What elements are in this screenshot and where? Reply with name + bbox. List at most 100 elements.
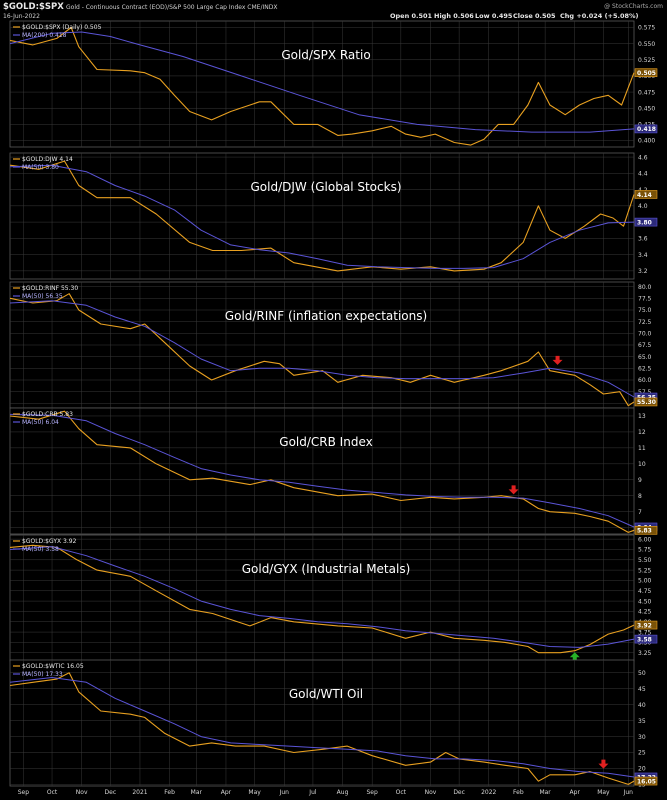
x-tick-label: May [597,789,610,796]
y-tick-label: 0.550 [638,41,655,48]
x-tick-label: Nov [425,789,437,796]
y-tick-label: 11 [638,445,646,452]
y-tick-label: 0.400 [638,138,655,145]
red-down-arrow-icon [598,759,609,769]
x-tick-label: Apr [221,789,232,796]
chart-date: 16-Jun-2022 [3,13,40,20]
price-line [9,293,635,407]
price-last-value: 55.30 [637,399,656,406]
y-tick-label: 77.5 [638,296,652,303]
y-tick-label: 4.0 [638,203,648,210]
y-tick-label: 0.475 [638,89,655,96]
y-tick-label: 12 [638,429,646,436]
y-tick-label: 7 [638,509,642,516]
y-tick-label: 10 [638,461,646,468]
x-tick-label: May [248,789,261,796]
watermark: @ StockCharts.com [604,3,663,10]
legend-entry: $GOLD:DJW 4.14 [22,156,73,163]
y-tick-label: 67.5 [638,342,652,349]
x-tick-label: Oct [396,789,407,796]
y-tick-label: 25 [638,750,646,757]
y-tick-label: 70.0 [638,331,652,338]
legend-entry: $GOLD:$SPX (Daily) 0.505 [22,24,102,31]
panel-title: Gold/RINF (inflation expectations) [225,309,427,323]
panel-frame [9,407,635,535]
price-last-value: 16.05 [637,778,656,785]
panel-frame [9,20,635,148]
y-tick-label: 30 [638,734,646,741]
chart-panel-2: 4.64.44.24.03.83.63.43.2$GOLD:DJW 4.14MA… [9,152,658,280]
x-tick-label: Mar [539,789,551,796]
x-tick-label: Oct [47,789,58,796]
chart-panel-5: 6.005.755.505.255.004.754.504.254.003.75… [9,534,658,662]
price-last-value: 4.14 [637,192,652,199]
y-tick-label: 4.50 [638,598,652,605]
y-tick-label: 75.0 [638,307,652,314]
legend-entry: $GOLD:$WTIC 16.05 [22,663,84,670]
y-tick-label: 80.0 [638,284,652,291]
x-tick-label: Jun [279,789,290,796]
green-up-arrow-icon [569,652,580,662]
y-tick-label: 4.6 [638,154,648,161]
x-tick-label: Dec [105,789,117,796]
moving-average-line [9,546,635,648]
quote-high: High 0.506 [434,12,474,20]
x-tick-label: 2021 [132,789,147,796]
y-tick-label: 57.5 [638,389,652,396]
x-tick-label: Mar [191,789,203,796]
price-line [9,672,635,785]
y-tick-label: 6.00 [638,536,652,543]
y-tick-label: 4.75 [638,588,652,595]
ma-last-value-box [634,124,658,134]
price-last-value-box [634,526,658,535]
y-tick-label: 9 [638,477,642,484]
x-tick-label: Aug [337,789,349,796]
price-last-value: 3.92 [637,622,652,629]
y-tick-label: 45 [638,686,646,693]
x-tick-label: Jul [308,789,317,796]
price-line [9,544,635,654]
x-tick-label: Sep [367,789,379,796]
y-tick-label: 3.6 [638,236,648,243]
ma-last-value: 0.418 [637,126,656,133]
y-tick-label: 4.4 [638,171,648,178]
y-tick-label: 50 [638,670,646,677]
legend-entry: MA(50) 3.80 [22,164,59,171]
x-tick-label: Jun [623,789,634,796]
x-tick-label: 2022 [481,789,496,796]
quote-open: Open 0.501 [390,12,433,20]
quote-close: Close 0.505 [513,12,556,20]
y-tick-label: 5.50 [638,557,652,564]
y-tick-label: 5.25 [638,567,652,574]
moving-average-line [9,164,635,269]
y-tick-label: 40 [638,702,646,709]
price-line [9,26,635,146]
legend-entry: MA(200) 0.418 [22,32,67,39]
moving-average-line [9,31,635,133]
y-tick-label: 65.0 [638,354,652,361]
panel-title: Gold/CRB Index [279,435,372,449]
ma-last-value-box [634,634,658,644]
price-last-value: 5.83 [637,528,652,535]
legend-entry: MA(50) 3.58 [22,546,59,553]
chart-panel-3: 80.0 77.5 75.0 72.5 70.0 67.5 65.0 62.5 60.0 57.5… [9,281,658,409]
legend-entry: MA(50) 17.33 [22,671,63,678]
y-tick-label: 5.00 [638,578,652,585]
chart-description: Gold - Continuous Contract (EOD)/S&P 500… [66,4,277,11]
y-tick-label: 60.0 [638,377,652,384]
x-tick-label: Apr [570,789,581,796]
legend-entry: $GOLD:$GYX 3.92 [22,538,77,545]
quote-bar: Open 0.501 High 0.506 Low 0.495 Close 0.… [390,12,639,20]
price-last-value-box [634,397,658,407]
y-tick-label: 0.450 [638,105,655,112]
y-tick-label: 72.5 [638,319,652,326]
y-tick-label: 3.25 [638,650,652,657]
panel-frame [9,534,635,662]
y-tick-label: 0.525 [638,57,655,64]
legend-entry: $GOLD:CRB 5.83 [22,411,73,418]
ma-last-value-box [634,217,658,227]
y-tick-label: 35 [638,718,646,725]
y-tick-label: 0.575 [638,25,655,32]
